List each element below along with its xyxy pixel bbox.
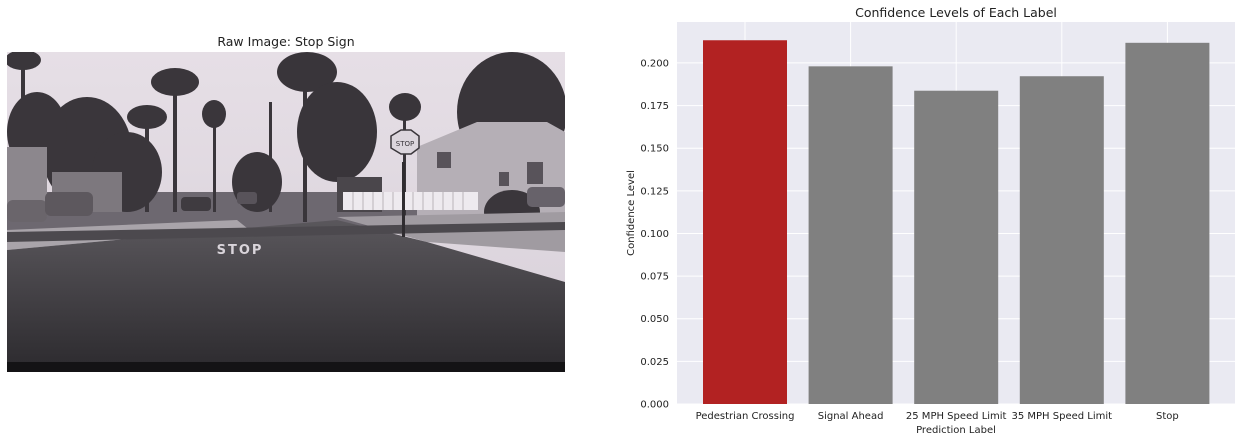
- y-tick-label: 0.175: [640, 101, 669, 112]
- bar-stop: [1125, 42, 1210, 404]
- raw-image: STOP STOP: [7, 52, 565, 372]
- bar-pedestrian-crossing: [703, 40, 787, 405]
- y-tick-label: 0.100: [640, 229, 669, 240]
- bars: [703, 40, 1210, 405]
- chart-title: Confidence Levels of Each Label: [855, 5, 1057, 20]
- x-tick-label: Pedestrian Crossing: [696, 411, 795, 422]
- y-tick-labels: 0.000 0.025 0.050 0.075 0.100 0.125 0.150 0.175…: [640, 58, 669, 410]
- y-tick-label: 0.125: [640, 186, 669, 197]
- street-photo: STOP STOP: [7, 52, 565, 372]
- x-axis-label: Prediction Label: [916, 425, 996, 436]
- image-title: Raw Image: Stop Sign: [217, 34, 355, 49]
- y-axis-label: Confidence Level: [626, 170, 637, 256]
- x-tick-label: Stop: [1156, 411, 1179, 422]
- road-marking-text: STOP: [217, 243, 264, 258]
- bar-signal-ahead: [808, 66, 893, 404]
- y-tick-label: 0.200: [640, 58, 669, 69]
- bar-35-mph-speed-limit: [1019, 76, 1104, 405]
- y-tick-label: 0.025: [640, 357, 669, 368]
- y-tick-label: 0.000: [640, 400, 669, 411]
- x-tick-label: 25 MPH Speed Limit: [906, 411, 1007, 422]
- y-tick-label: 0.150: [640, 144, 669, 155]
- y-tick-label: 0.075: [640, 272, 669, 283]
- x-tick-label: Signal Ahead: [818, 411, 884, 422]
- x-tick-label: 35 MPH Speed Limit: [1012, 411, 1113, 422]
- x-tick-labels: Pedestrian Crossing Signal Ahead 25 MPH Sp…: [696, 411, 1179, 422]
- y-tick-label: 0.050: [640, 314, 669, 325]
- bar-25-mph-speed-limit: [914, 90, 999, 404]
- stop-sign-text: STOP: [396, 140, 414, 148]
